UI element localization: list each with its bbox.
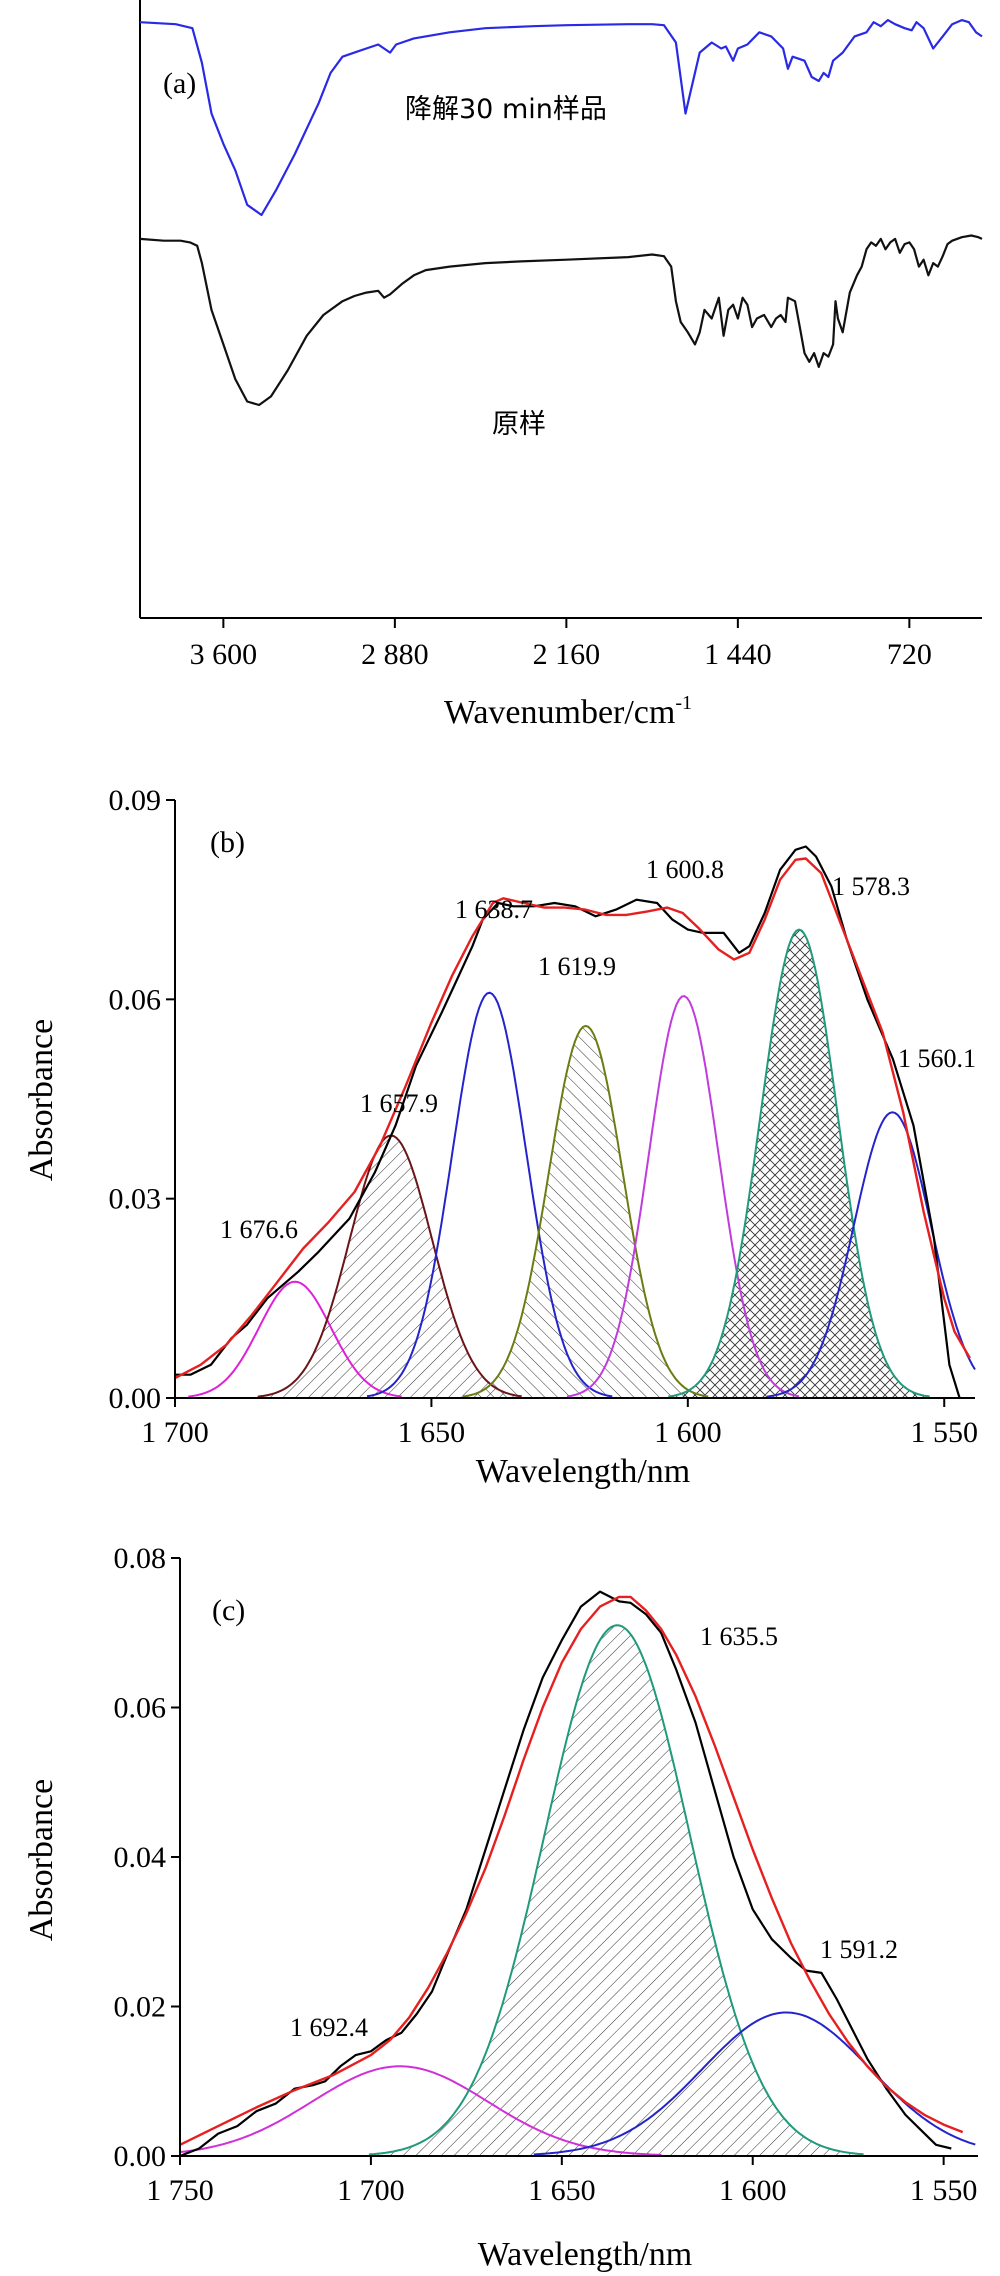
panel-a-label: (a) [163,67,196,100]
peak-label: 1 638.7 [455,895,533,924]
y-tick-label: 0.06 [109,983,162,1016]
panel-a-x-label: Wavenumber/cm-1 [444,692,692,731]
panel-a-x-ticks: 3 600 2 880 2 160 1 440 720 [190,618,932,671]
y-tick-label: 0.04 [114,1841,167,1874]
x-tick-label: 1 550 [910,1416,978,1449]
x-tick-label: 1 650 [398,1416,466,1449]
peak-label: 1 560.1 [898,1044,976,1073]
peak-label: 1 600.8 [646,855,724,884]
panel-b-x-label: Wavelength/nm [476,1453,690,1490]
x-tick-label: 2 160 [533,638,601,671]
peak-curve [188,1280,402,1398]
y-tick-label: 0.00 [109,1382,162,1415]
x-tick-label: 3 600 [190,638,258,671]
panel-b-label: (b) [210,826,245,859]
peak-curve [566,995,800,1398]
series-label-degraded: 降解30 min样品 [405,94,607,125]
panel-b-peak-labels: 1 676.6 1 657.9 1 638.71 619.9 1 600.8 1 578… [220,855,976,1244]
panel-b-y-label: Absorbance [23,1019,60,1181]
y-tick-label: 0.03 [109,1183,162,1216]
y-tick-label: 0.08 [114,1542,167,1575]
x-tick-label: 2 880 [361,638,429,671]
panel-a-ftir: (a) 3 600 2 880 2 160 1 440 720 降解30 min样品 原… [139,0,983,731]
series-label-original: 原样 [492,409,546,440]
panel-b-peak-fit: 1 700 1 650 1 600 1 550 0.00 0.03 0.06 0.09 1 6… [23,784,978,1490]
panel-c-peak-labels: 1 692.4 1 635.5 1 591.2 [290,1622,898,2042]
measured-spectrum-line [179,1590,952,2158]
x-tick-label: 1 440 [704,638,772,671]
x-tick-label: 1 600 [654,1416,722,1449]
panel-c-label: (c) [212,1594,245,1627]
peak-label: 1 578.3 [832,872,910,901]
peak-label: 1 619.9 [538,952,616,981]
peak-curve [179,2065,662,2156]
panel-c-peak-fit: 1 750 1 700 1 650 1 600 1 550 0.00 0.02 0.04 0.0… [23,1542,978,2273]
x-tick-label: 1 650 [528,2174,596,2207]
peak-curve [668,928,930,1398]
peak-curve [257,1134,522,1398]
y-tick-label: 0.09 [109,784,162,817]
fitted-envelope-line [174,857,971,1380]
panel-c-ticks: 1 750 1 700 1 650 1 600 1 550 0.00 0.02 0.04 0.0… [114,1542,978,2207]
panel-b-curves [174,845,971,1399]
peak-curve [368,1624,864,2156]
peak-curve [766,1111,976,1398]
series-line-1 [139,234,983,407]
x-tick-label: 720 [887,638,932,671]
panel-c-x-label: Wavelength/nm [478,2236,692,2273]
fitted-envelope-line [179,1595,964,2146]
panel-b-component-peaks [188,928,976,1398]
x-tick-label: 1 750 [146,2174,214,2207]
peak-label: 1 635.5 [700,1622,778,1651]
peak-fill [257,1135,522,1398]
peak-label: 1 676.6 [220,1215,298,1244]
x-tick-label: 1 700 [337,2174,405,2207]
peak-label: 1 591.2 [820,1935,898,1964]
peak-curve [462,1024,709,1398]
measured-spectrum-line [175,845,961,1399]
y-tick-label: 0.02 [114,1991,167,2024]
peak-fill [368,1625,864,2156]
peak-fill [668,929,930,1398]
peak-label: 1 692.4 [290,2013,368,2042]
panel-b-ticks: 1 700 1 650 1 600 1 550 0.00 0.03 0.06 0.09 [109,784,978,1449]
panel-a-x-label-superscript: -1 [675,692,692,714]
panel-c-y-label: Absorbance [23,1779,60,1941]
x-tick-label: 1 600 [719,2174,787,2207]
series-line-0 [139,19,983,217]
x-tick-label: 1 700 [141,1416,209,1449]
peak-curve [366,991,613,1398]
y-tick-label: 0.06 [114,1692,167,1725]
y-tick-label: 0.00 [114,2140,167,2173]
peak-fill [463,1025,709,1398]
panel-c-hatched-peaks [368,1625,864,2156]
panel-a-series-group [139,19,983,407]
x-tick-label: 1 550 [910,2174,978,2207]
panel-c-curves [179,1590,964,2158]
peak-label: 1 657.9 [360,1089,438,1118]
